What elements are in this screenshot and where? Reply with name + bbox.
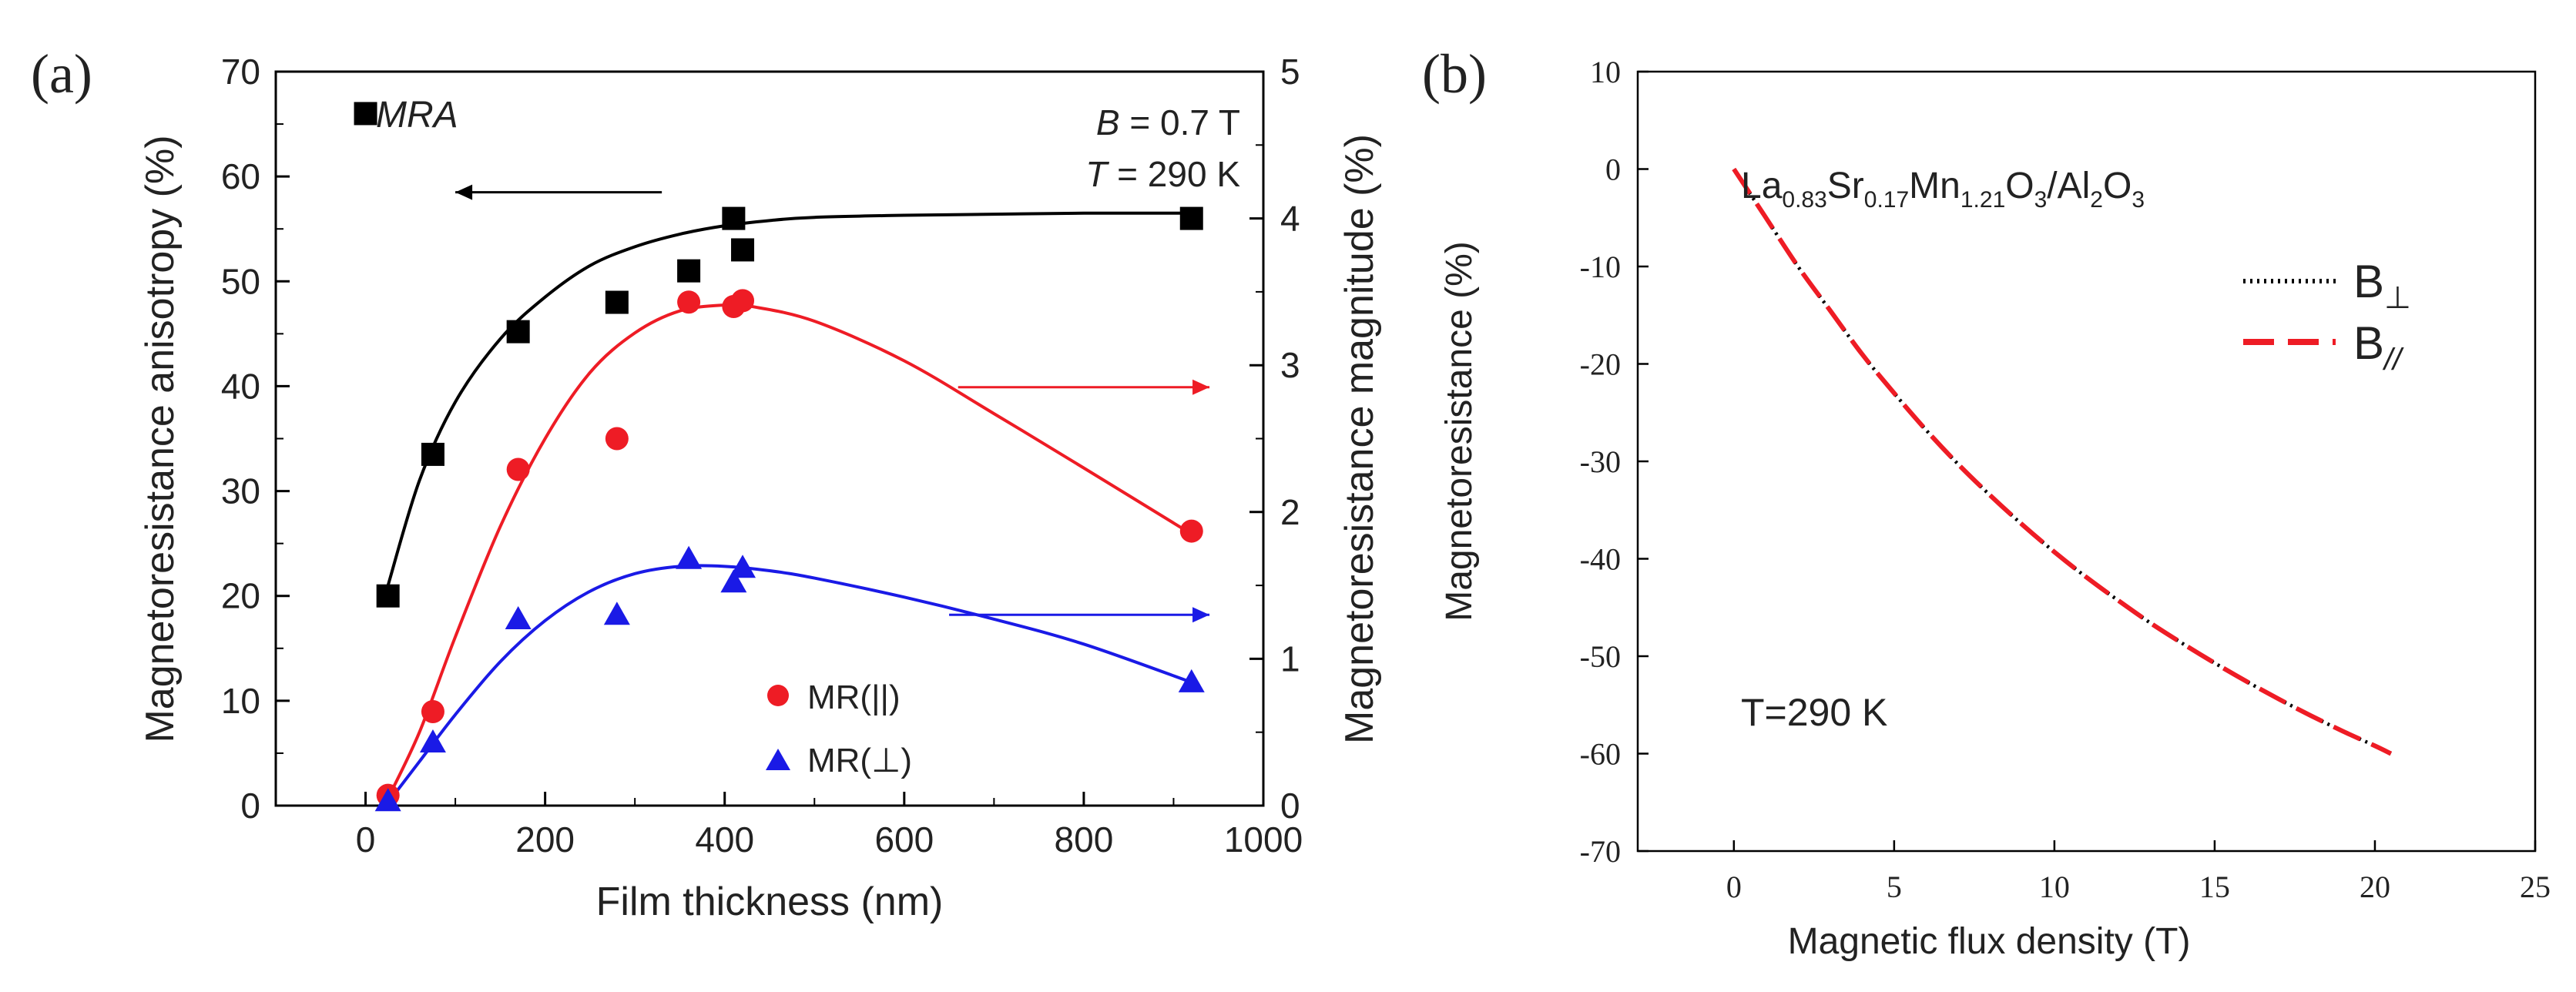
panel-a-point-mr-perpendicular [374, 788, 401, 812]
panel-b-x-tick-label: 10 [2039, 870, 2070, 904]
panel-a-left-y-axis-title: Magnetoresistance anisotropy (%) [138, 135, 183, 742]
panel-a-point-mra [677, 259, 701, 283]
panel-b-x-axis-title: Magnetic flux density (T) [1788, 921, 2191, 962]
panel-b-y-tick-label: 10 [1590, 55, 1621, 89]
panel-a-left-y-tick-label: 10 [221, 681, 260, 721]
panel-a-point-mr-parallel [1179, 519, 1203, 543]
legend-marker-mr-parallel [767, 685, 789, 706]
panel-a-x-tick-label: 800 [1055, 819, 1114, 860]
panel-b-y-tick-label: 0 [1605, 152, 1621, 187]
panel-a-right-y-tick-label: 3 [1280, 345, 1300, 385]
panel-a-x-tick-label: 200 [515, 819, 575, 860]
panel-a-point-mr-perpendicular [1178, 669, 1205, 692]
panel-a-fit-curve-mra [386, 211, 1192, 586]
panel-a-left-y-tick-label: 60 [221, 156, 260, 196]
panel-a-point-mr-parallel [605, 427, 629, 451]
panel-b-line-b-perpendicular [1732, 168, 2392, 756]
panel-a-arrow-head [1192, 607, 1210, 623]
panel-b-label: (b) [1422, 43, 1487, 105]
panel-a-point-mr-perpendicular [603, 602, 630, 625]
panel-a-point-mr-parallel [677, 290, 701, 314]
panel-a-right-y-tick-label: 4 [1280, 199, 1300, 239]
panel-a-point-mr-perpendicular [730, 555, 756, 578]
panel-a-point-mr-perpendicular [720, 569, 747, 593]
panel-b-y-tick-label: -20 [1580, 347, 1621, 382]
panel-b-x-tick-label: 5 [1887, 870, 1902, 904]
panel-a-point-mr-parallel [731, 289, 755, 313]
panel-a-point-mra [731, 238, 755, 262]
panel-b-temperature-annotation: T=290 K [1741, 691, 1887, 734]
panel-a-left-y-tick-label: 70 [221, 52, 260, 92]
panel-a-left-y-tick-label: 50 [221, 261, 260, 301]
panel-b-x-tick-label: 25 [2520, 870, 2551, 904]
panel-a-point-mra [354, 102, 377, 126]
panel-a-arrow-head [455, 184, 473, 200]
panel-b-x-tick-label: 0 [1726, 870, 1742, 904]
legend-label-b-perpendicular: B⊥ [2353, 256, 2411, 315]
panel-b-y-axis-title: Magnetoresistance (%) [1439, 241, 1480, 622]
panel-b-line-b-parallel [1732, 167, 2393, 756]
panel-a-legend: MR(||) MR(⊥) [766, 679, 912, 779]
panel-b-y-tick-label: -30 [1580, 444, 1621, 479]
panel-a-mra-annotation: MRA [376, 95, 458, 136]
legend-marker-mr-perpendicular [766, 749, 790, 770]
panel-a-left-y-tick-label: 40 [221, 366, 260, 406]
panel-a-point-mr-perpendicular [419, 729, 446, 753]
panel-a-point-mr-perpendicular [676, 545, 703, 569]
panel-b-y-tick-label: -70 [1580, 834, 1621, 869]
panel-a-point-mr-parallel [506, 457, 530, 481]
panel-a-x-tick-label: 600 [874, 819, 934, 860]
panel-a-left-y-tick-label: 20 [221, 576, 260, 616]
panel-b-y-tick-label: -60 [1580, 737, 1621, 772]
panel-a-right-y-tick-label: 5 [1280, 52, 1300, 92]
panel-b-x-tick-label: 15 [2199, 870, 2230, 904]
panel-b-formula-annotation: La0.83Sr0.17Mn1.21O3/Al2O3 [1741, 166, 2145, 213]
panel-a-fit-curve-mr-parallel [386, 303, 1192, 799]
panel-a-point-mra [376, 584, 400, 608]
panel-a-temperature-annotation: T = 290 K [1085, 154, 1240, 194]
panel-a-right-y-tick-label: 2 [1280, 492, 1300, 532]
panel-a-point-mr-perpendicular [505, 605, 532, 629]
panel-b-x-tick-label: 20 [2360, 870, 2390, 904]
panel-a-left-y-tick-label: 0 [240, 786, 260, 826]
panel-b-legend: B⊥ B// [2243, 256, 2411, 377]
panel-b-y-tick-label: -50 [1580, 639, 1621, 674]
panel-a-field-annotation: B = 0.7 T [1096, 102, 1240, 142]
panel-a-x-tick-label: 400 [695, 819, 754, 860]
panel-a-point-mra [1179, 206, 1203, 230]
panel-a-right-y-tick-label: 0 [1280, 786, 1300, 826]
panel-a-fit-curve-mr-perpendicular [387, 564, 1192, 804]
panel-b-y-tick-label: -40 [1580, 542, 1621, 577]
panel-a-arrow-head [1192, 379, 1210, 395]
panel-a-point-mra [722, 206, 746, 230]
legend-label-mr-parallel: MR(||) [807, 679, 901, 716]
legend-label-b-parallel: B// [2353, 317, 2404, 377]
panel-a-x-axis-title: Film thickness (nm) [596, 880, 944, 924]
panel-a-x-tick-label: 0 [356, 819, 376, 860]
panel-a-point-mra [605, 290, 629, 314]
panel-a-point-mra [506, 320, 530, 344]
panel-a-point-mr-parallel [421, 700, 444, 724]
legend-label-mr-perpendicular: MR(⊥) [807, 742, 912, 779]
panel-b-chart: 0 5 10 15 20 25 10 0 -10 -20 -30 -40 -50 -60 -70 Magne… [1439, 55, 2551, 962]
panel-a-right-y-axis-title: Magnetoresistance magnitude (%) [1337, 134, 1382, 744]
panel-a-x-tick-label: 1000 [1224, 819, 1303, 860]
panel-b-y-tick-label: -10 [1580, 250, 1621, 284]
panel-a-label: (a) [31, 43, 92, 105]
panel-a-right-y-tick-label: 1 [1280, 638, 1300, 679]
panel-a-left-y-tick-label: 30 [221, 471, 260, 511]
panel-a-point-mra [421, 442, 444, 466]
